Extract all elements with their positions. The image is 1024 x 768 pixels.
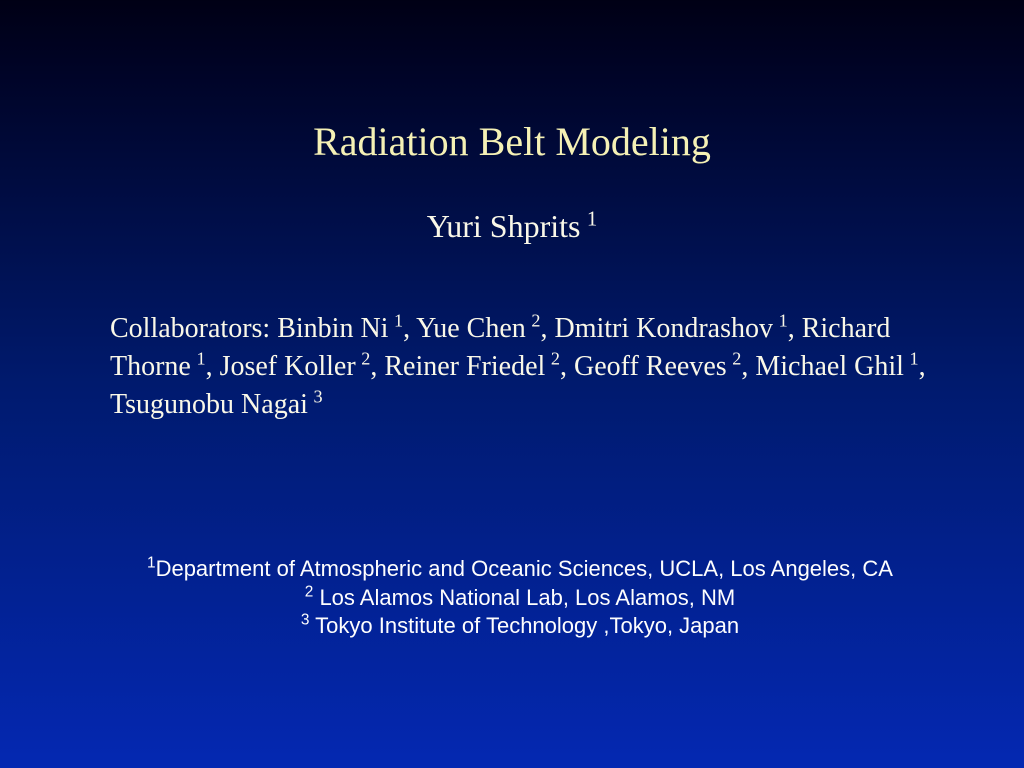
collaborators-label: Collaborators: [110, 313, 277, 344]
collaborator-affil-sup: 2 [551, 348, 560, 368]
affiliation-sup: 1 [147, 555, 156, 572]
collaborator-affil-sup: 1 [779, 311, 788, 331]
collaborator-name: Binbin Ni [277, 313, 388, 344]
author-affil-sup: 1 [587, 207, 597, 230]
collaborator-affil-sup: 2 [361, 348, 370, 368]
collaborators-block: Collaborators: Binbin Ni 1, Yue Chen 2, … [110, 310, 930, 423]
affiliation-text: Tokyo Institute of Technology ,Tokyo, Ja… [309, 613, 739, 638]
author-name: Yuri Shprits [427, 208, 581, 244]
collaborator-affil-sup: 3 [314, 386, 323, 406]
affiliations-block: 1Department of Atmospheric and Oceanic S… [120, 555, 920, 641]
collaborator-affil-sup: 1 [196, 348, 205, 368]
collaborator-name: Dmitri Kondrashov [554, 313, 773, 344]
collaborator-affil-sup: 1 [394, 311, 403, 331]
collaborator-affil-sup: 1 [910, 348, 919, 368]
author-line: Yuri Shprits 1 [0, 208, 1024, 245]
collaborator-name: Josef Koller [220, 351, 356, 382]
collaborator-affil-sup: 2 [531, 311, 540, 331]
collaborator-name: Tsugunobu Nagai [110, 389, 308, 420]
affiliation-text: Los Alamos National Lab, Los Alamos, NM [313, 585, 735, 610]
collaborator-name: Yue Chen [416, 313, 526, 344]
collaborator-name: Geoff Reeves [574, 351, 727, 382]
affiliation-text: Department of Atmospheric and Oceanic Sc… [156, 556, 893, 581]
collaborator-name: Michael Ghil [755, 351, 904, 382]
collaborator-affil-sup: 2 [732, 348, 741, 368]
collaborator-name: Reiner Friedel [384, 351, 545, 382]
slide-title: Radiation Belt Modeling [0, 118, 1024, 165]
title-slide: Radiation Belt Modeling Yuri Shprits 1 C… [0, 0, 1024, 768]
